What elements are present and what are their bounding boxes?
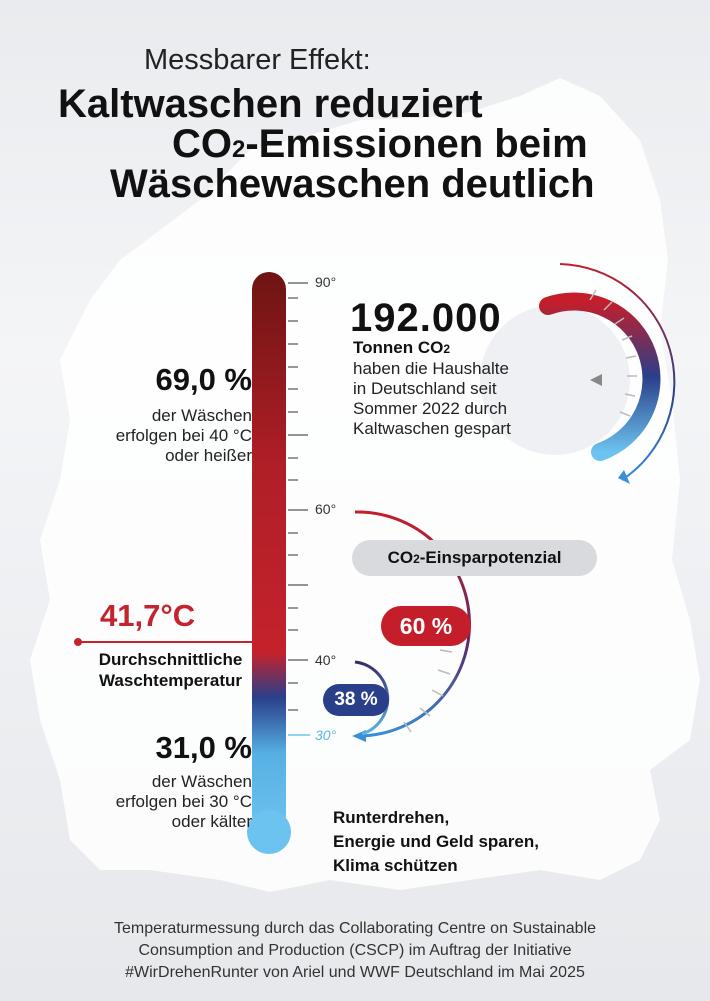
title-co2-post: -Emissionen beim — [245, 122, 588, 166]
title-line-2: CO2-Emissionen beim — [172, 122, 588, 167]
average-temp-label-line2: Waschtemperatur — [99, 671, 242, 690]
title-line-3: Wäschewaschen deutlich — [110, 162, 595, 206]
tick-90: 90° — [315, 274, 337, 290]
footer-line2: Consumption and Production (CSCP) im Auf… — [138, 942, 572, 959]
tick-40: 40° — [315, 652, 337, 668]
average-temp-label-line1: Durchschnittliche — [98, 650, 243, 669]
stat-hot-percent: 69,0 % — [155, 362, 252, 397]
tick-30: 30° — [315, 727, 337, 743]
footer-line1: Temperaturmessung durch das Collaboratin… — [113, 920, 597, 937]
map-silhouette — [30, 78, 700, 892]
potential-post: -Einsparpotenzial — [419, 548, 562, 567]
stat-cold-line1: der Wäschen — [151, 772, 252, 791]
savings-unit: Tonnen CO2 — [353, 338, 450, 358]
slogan: Runterdrehen, Energie und Geld sparen, K… — [333, 806, 539, 878]
average-temp-value: 41,7°C — [100, 598, 196, 633]
savings-line4: Kaltwaschen gespart — [353, 419, 511, 438]
stat-hot-line2: erfolgen bei 40 °C — [115, 426, 252, 445]
title-line-1: Kaltwaschen reduziert — [58, 82, 483, 126]
savings-description: haben die Haushalte in Deutschland seit … — [353, 359, 511, 439]
tick-60: 60° — [315, 501, 337, 517]
badge-38-percent: 38 % — [323, 684, 389, 716]
savings-amount: 192.000 — [350, 296, 502, 340]
title-co2-pre: CO — [172, 122, 232, 166]
subtitle: Messbarer Effekt: — [144, 44, 371, 76]
savings-line2: in Deutschland seit — [353, 379, 497, 398]
footer-line3: #WirDrehenRunter von Ariel und WWF Deuts… — [125, 964, 585, 981]
savings-unit-sub: 2 — [443, 342, 451, 356]
stat-cold: 31,0 % der Wäschen erfolgen bei 30 °C od… — [30, 730, 252, 832]
stat-hot-line1: der Wäschen — [151, 406, 252, 425]
footer-source: Temperaturmessung durch das Collaboratin… — [0, 918, 710, 984]
average-temp-label: Durchschnittliche Waschtemperatur — [68, 649, 273, 691]
savings-line1: haben die Haushalte — [353, 359, 509, 378]
slogan-line2: Energie und Geld sparen, — [333, 832, 539, 851]
badge-60-percent: 60 % — [381, 606, 471, 646]
slogan-line3: Klima schützen — [333, 856, 458, 875]
savings-line3: Sommer 2022 durch — [353, 399, 508, 418]
savings-unit-pre: Tonnen CO — [353, 338, 444, 357]
stat-hot: 69,0 % der Wäschen erfolgen bei 40 °C od… — [30, 362, 252, 466]
title-co2-sub: 2 — [232, 136, 246, 163]
potential-pre: CO — [387, 548, 414, 567]
stat-cold-line2: erfolgen bei 30 °C — [115, 792, 252, 811]
stat-cold-percent: 31,0 % — [155, 730, 252, 765]
potential-sub: 2 — [413, 552, 420, 566]
potential-pill: CO2-Einsparpotenzial — [352, 540, 597, 576]
stat-cold-line3: oder kälter — [171, 812, 252, 831]
stat-hot-line3: oder heißer — [165, 446, 252, 465]
slogan-line1: Runterdrehen, — [333, 808, 450, 827]
